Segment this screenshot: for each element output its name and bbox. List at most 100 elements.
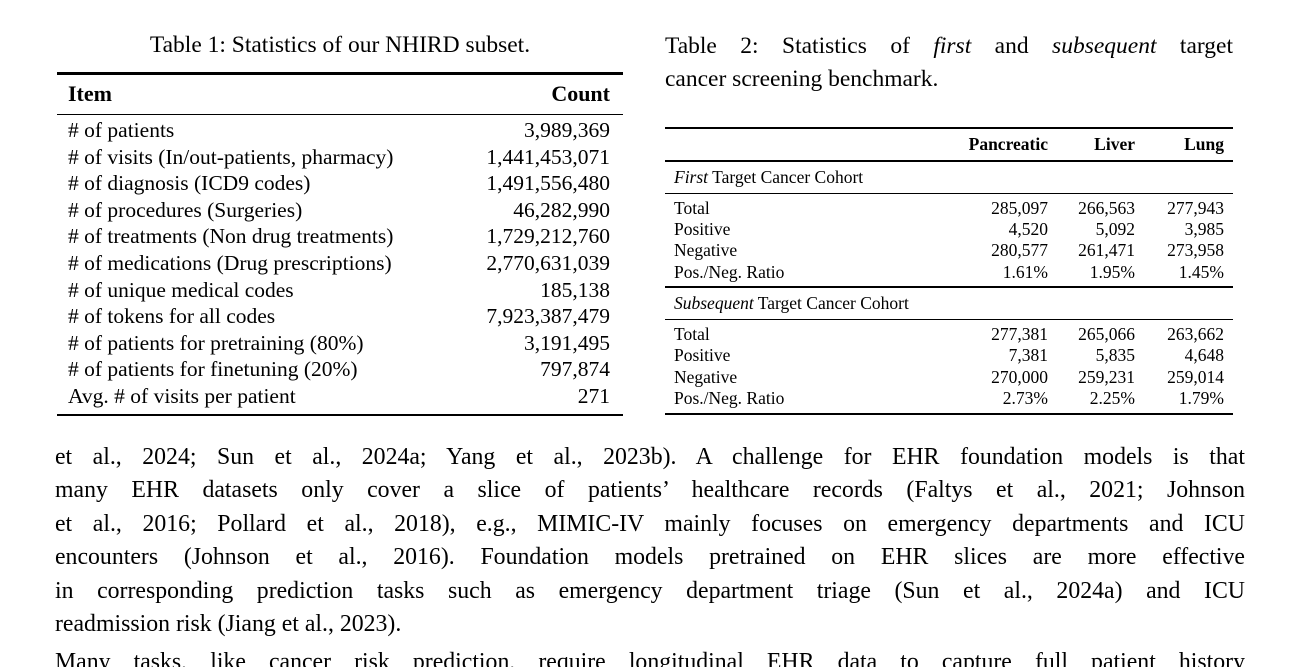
- table1-caption: Table 1: Statistics of our NHIRD subset.: [149, 32, 531, 58]
- table-row: Total 277,381 265,066 263,662: [665, 324, 1233, 345]
- table-row: Pos./Neg. Ratio 1.61% 1.95% 1.45%: [665, 262, 1233, 283]
- table-row: Negative 280,577 261,471 273,958: [665, 240, 1233, 261]
- count-cell: 1,441,453,071: [486, 144, 610, 169]
- value-cell: 1.79%: [1178, 387, 1224, 408]
- row-label: Negative: [674, 240, 738, 261]
- value-cell: 5,092: [1095, 219, 1135, 240]
- table-row: Avg. # of visits per patient 271: [57, 383, 623, 410]
- section-header-italic: Subsequent: [674, 292, 754, 313]
- table-row: # of procedures (Surgeries) 46,282,990: [57, 197, 623, 224]
- column-header: Liver: [1094, 134, 1135, 154]
- table1-block: Table 1: Statistics of our NHIRD subset.…: [57, 30, 623, 417]
- item-cell: # of patients for finetuning (20%): [68, 357, 358, 382]
- value-cell: 259,014: [1167, 366, 1224, 387]
- table-row: # of treatments (Non drug treatments) 1,7…: [57, 223, 623, 250]
- count-cell: 1,491,556,480: [486, 171, 610, 196]
- table-row: # of patients for pretraining (80%) 3,191…: [57, 330, 623, 357]
- section-rows: Total 277,381 265,066 263,662 Positive 7,381 5…: [665, 320, 1233, 412]
- caption-segment: subsequent: [1052, 33, 1157, 59]
- table1-bottom-rule: [57, 413, 623, 417]
- item-cell: Avg. # of visits per patient: [68, 383, 296, 408]
- count-cell: 46,282,990: [513, 197, 610, 222]
- count-cell: 1,729,212,760: [486, 224, 610, 249]
- table-row: Total 285,097 266,563 277,943: [665, 198, 1233, 219]
- value-cell: 1.61%: [1002, 261, 1048, 282]
- value-cell: 1.45%: [1178, 261, 1224, 282]
- table2-rule: [665, 318, 1233, 321]
- table1: Item Count # of patients 3,989,369 # of vi…: [57, 72, 623, 417]
- row-label: Positive: [674, 219, 731, 240]
- table-row: # of unique medical codes 185,138: [57, 277, 623, 304]
- value-cell: 1.95%: [1089, 261, 1135, 282]
- section-header-italic: First: [674, 166, 709, 187]
- table1-header-row: Item Count: [57, 75, 623, 114]
- row-label: Pos./Neg. Ratio: [674, 261, 785, 282]
- table-row: # of tokens for all codes 7,923,387,479: [57, 303, 623, 330]
- table2-block: Table 2: Statistics of first and subsequ…: [665, 30, 1233, 415]
- count-cell: 797,874: [540, 357, 610, 382]
- value-cell: 5,835: [1095, 345, 1135, 366]
- body-paragraph: et al., 2024; Sun et al., 2024a; Yang et…: [55, 441, 1245, 641]
- value-cell: 4,648: [1184, 345, 1224, 366]
- item-cell: # of unique medical codes: [68, 277, 294, 302]
- body-line: in corresponding prediction tasks such a…: [55, 577, 1245, 604]
- table-row: Pos./Neg. Ratio 2.73% 2.25% 1.79%: [665, 388, 1233, 409]
- table-row: # of medications (Drug prescriptions) 2,7…: [57, 250, 623, 277]
- count-cell: 7,923,387,479: [486, 304, 610, 329]
- value-cell: 265,066: [1078, 323, 1135, 344]
- caption-segment: and: [971, 33, 1053, 59]
- section-rows: Total 285,097 266,563 277,943 Positive 4,520 5…: [665, 194, 1233, 286]
- table2: Pancreatic Liver Lung First Target Cancer C…: [665, 127, 1233, 415]
- body-line: many EHR datasets only cover a slice of …: [55, 477, 1245, 504]
- item-cell: # of tokens for all codes: [68, 304, 276, 329]
- table-row: # of patients for finetuning (20%) 797,87…: [57, 356, 623, 383]
- count-cell: 3,989,369: [524, 118, 610, 142]
- caption-segment: target: [1156, 33, 1233, 59]
- section-header-rest: Target Cancer Cohort: [708, 166, 864, 187]
- value-cell: 277,943: [1167, 197, 1224, 218]
- section-header-rest: Target Cancer Cohort: [753, 292, 909, 313]
- column-header: Lung: [1184, 134, 1224, 154]
- caption-segment: Table 2: Statistics of: [665, 33, 934, 59]
- table2-rule: [665, 412, 1233, 415]
- count-cell: 271: [577, 383, 610, 408]
- row-label: Positive: [674, 345, 731, 366]
- body-line: encounters (Johnson et al., 2016). Found…: [55, 544, 1245, 571]
- section-header: Subsequent Target Cancer Cohort: [665, 288, 1233, 319]
- body-line: et al., 2024; Sun et al., 2024a; Yang et…: [55, 444, 1245, 470]
- value-cell: 261,471: [1078, 240, 1135, 261]
- table-row: Positive 7,381 5,835 4,648: [665, 345, 1233, 366]
- count-cell: 2,770,631,039: [486, 250, 610, 275]
- row-label: Total: [674, 197, 710, 218]
- caption-segment: first: [933, 33, 972, 59]
- item-cell: # of visits (In/out-patients, pharmacy): [68, 144, 394, 169]
- item-cell: # of procedures (Surgeries): [68, 197, 303, 222]
- table-row: # of patients 3,989,369: [57, 117, 623, 144]
- item-cell: # of diagnosis (ICD9 codes): [68, 171, 311, 196]
- value-cell: 259,231: [1078, 366, 1135, 387]
- value-cell: 4,520: [1008, 219, 1048, 240]
- table2-header-row: Pancreatic Liver Lung: [665, 129, 1233, 160]
- table2-rule: [665, 192, 1233, 195]
- count-cell: 185,138: [540, 277, 610, 302]
- table2-rule: [665, 160, 1233, 162]
- body-line: et al., 2016; Pollard et al., 2018), e.g…: [55, 510, 1245, 537]
- value-cell: 270,000: [991, 366, 1048, 387]
- value-cell: 2.73%: [1002, 387, 1048, 408]
- body-line: readmission risk (Jiang et al., 2023).: [55, 611, 402, 638]
- section-header: First Target Cancer Cohort: [665, 162, 1233, 193]
- table2-caption: Table 2: Statistics of first and subsequ…: [665, 30, 1233, 96]
- table2-top-rule: [665, 127, 1233, 129]
- table-row: Negative 270,000 259,231 259,014: [665, 367, 1233, 388]
- item-cell: # of treatments (Non drug treatments): [68, 224, 394, 249]
- value-cell: 266,563: [1078, 197, 1135, 218]
- caption-segment: cancer screening benchmark.: [665, 66, 939, 92]
- column-header: Pancreatic: [968, 134, 1048, 154]
- value-cell: 277,381: [991, 323, 1048, 344]
- item-cell: # of patients for pretraining (80%): [68, 330, 364, 355]
- row-label: Pos./Neg. Ratio: [674, 387, 785, 408]
- row-label: Negative: [674, 366, 738, 387]
- value-cell: 3,985: [1184, 219, 1224, 240]
- table2-rule: [665, 286, 1233, 288]
